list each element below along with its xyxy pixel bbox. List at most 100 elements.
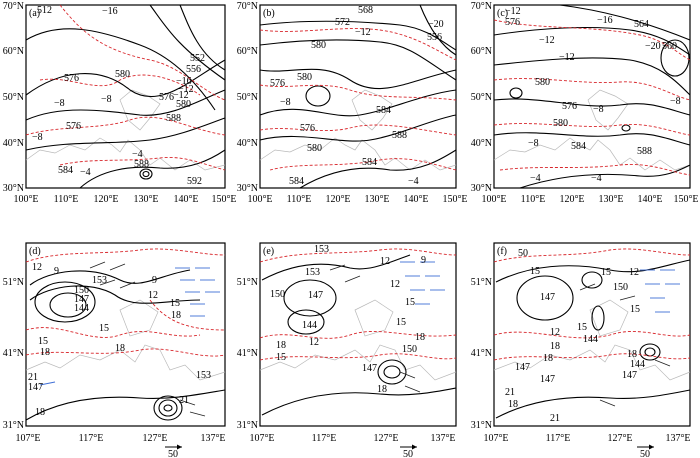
contour-label: −8 (593, 104, 604, 115)
coastline (119, 89, 161, 131)
height-contour (287, 309, 325, 335)
x-tick-label: 137°E (200, 433, 225, 444)
temperature-contour (493, 19, 691, 61)
y-tick-label: 60°N (3, 46, 24, 57)
contour-label: 580 (297, 72, 312, 83)
panel-c-frame (493, 4, 691, 189)
x-tick-label: 117°E (312, 433, 337, 444)
x-tick-label: 140°E (173, 194, 198, 205)
x-tick-label: 117°E (546, 433, 571, 444)
contour-label: 153 (305, 267, 320, 278)
wind-vector (344, 275, 361, 283)
temperature-contour (25, 348, 226, 357)
wind-vector (189, 411, 206, 417)
contour-label: −8 (528, 138, 539, 149)
x-tick-label: 140°E (637, 194, 662, 205)
contour-label: 147 (540, 374, 555, 385)
height-contour (581, 271, 603, 289)
contour-label: 15 (276, 352, 286, 363)
contour-label: −8 (32, 132, 43, 143)
contour-label: 556 (427, 32, 442, 43)
contour-label: 147 (540, 292, 555, 303)
height-contour (163, 404, 173, 412)
contour-label: −12 (559, 52, 575, 63)
contour-label: 18 (115, 343, 125, 354)
height-contour (153, 395, 183, 421)
x-tick-label: 140°E (403, 194, 428, 205)
contour-label: 588 (637, 146, 652, 157)
contour-label: 12 (148, 290, 158, 301)
contour-label: 588 (134, 159, 149, 170)
coastline (25, 344, 226, 381)
wind-vector (599, 399, 616, 407)
contour-label: 15 (405, 297, 415, 308)
x-tick-label: 127°E (607, 433, 632, 444)
contour-label: 512 (37, 5, 52, 16)
contour-label: 576 (562, 101, 577, 112)
x-tick-label: 107°E (249, 433, 274, 444)
contour-label: 144 (302, 320, 317, 331)
panel-a-frame (25, 4, 226, 189)
contour-label: 147 (308, 290, 323, 301)
height-contour (519, 164, 691, 189)
y-tick-label: 41°N (3, 348, 24, 359)
height-contour (639, 343, 661, 361)
temperature-contour (259, 28, 457, 61)
contour-label: 592 (187, 176, 202, 187)
height-contour (261, 387, 457, 416)
contour-label: 150 (402, 344, 417, 355)
height-contour (142, 170, 150, 178)
wind-vector (579, 283, 596, 291)
height-contour (493, 98, 691, 116)
contour-label: −16 (597, 15, 613, 26)
x-tick-label: 137°E (430, 433, 455, 444)
temperature-contour (493, 331, 691, 339)
contour-label: 15 (630, 304, 640, 315)
contour-label: 580 (535, 77, 550, 88)
x-tick-label: 100°E (247, 194, 272, 205)
contour-label: 580 (311, 40, 326, 51)
contour-label: 18 (508, 399, 518, 410)
height-contour (259, 89, 457, 117)
contour-label: 21 (550, 413, 560, 424)
temperature-contour (493, 353, 691, 361)
height-contour (493, 26, 691, 56)
height-contour (660, 39, 690, 77)
reference-vector-d: 50 (165, 444, 182, 458)
contour-label: 576 (270, 78, 285, 89)
contour-label: 580 (553, 118, 568, 129)
contour-label: 18 (35, 407, 45, 418)
x-tick-label: 130°E (364, 194, 389, 205)
temperature-contour (25, 248, 226, 263)
contour-label: −20 (645, 41, 661, 52)
contour-label: 18 (377, 384, 387, 395)
coastline (119, 299, 159, 337)
height-contour (644, 347, 656, 357)
panel-a-label: (a) (29, 8, 40, 19)
panel-b: (b) 568 572 −20 556 −12 580 576 580 −8 5… (259, 4, 457, 189)
y-tick-label: 60°N (237, 46, 258, 57)
temperature-contour (259, 353, 457, 361)
contour-label: −16 (176, 76, 192, 87)
wind-vectors (579, 269, 680, 407)
wind-vector (89, 261, 106, 269)
x-tick-label: 110°E (54, 194, 79, 205)
x-tick-label: 120°E (559, 194, 584, 205)
height-contour (25, 89, 226, 121)
contour-label: 18 (543, 353, 553, 364)
y-tick-label: 40°N (237, 138, 258, 149)
contour-label: 18 (550, 341, 560, 352)
reference-vector-label: 50 (403, 449, 413, 458)
height-contour (25, 59, 226, 97)
contour-label: −4 (408, 176, 419, 187)
height-contour (259, 68, 457, 90)
contour-label: 18 (171, 310, 181, 321)
contour-label: 584 (58, 165, 73, 176)
y-tick-label: 31°N (3, 420, 24, 431)
y-tick-label: 70°N (471, 1, 492, 12)
contour-label: 580 (115, 69, 130, 80)
contour-label: 15 (170, 298, 180, 309)
y-tick-label: 30°N (3, 183, 24, 194)
x-tick-label: 130°E (598, 194, 623, 205)
coastline (493, 344, 691, 381)
